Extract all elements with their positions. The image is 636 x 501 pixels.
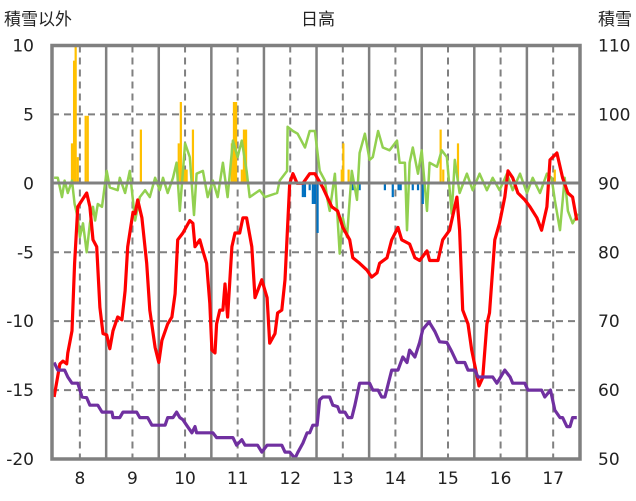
series-line-purple: [52, 320, 577, 460]
y-tick-right: 70: [598, 312, 620, 332]
bar-negative: [421, 183, 424, 205]
x-tick: 12: [279, 469, 301, 489]
bar-positive: [74, 45, 77, 184]
bar-negative: [399, 183, 402, 191]
x-tick: 10: [174, 469, 196, 489]
x-tick: 11: [227, 469, 249, 489]
y-axis-left: 10 5 0 -5 -10 -15 -20: [6, 37, 34, 471]
bar-positive: [177, 143, 180, 184]
x-tick: 17: [542, 469, 564, 489]
y-tick-right: 90: [598, 174, 620, 194]
y-tick-right: 60: [598, 381, 620, 401]
x-axis: 8 9 10 11 12 13 14 15 16 17: [74, 469, 564, 489]
bar-positive: [86, 115, 89, 184]
bar-positive: [76, 157, 79, 184]
bar-positive: [244, 129, 248, 184]
plot-border: [50, 43, 582, 461]
x-tick: 15: [437, 469, 459, 489]
bar-negative: [383, 183, 386, 191]
bar-negative: [313, 183, 317, 205]
bar-positive: [456, 143, 460, 184]
right-axis-label: 積雪: [598, 10, 632, 30]
bar-negative: [311, 183, 314, 205]
series-line-red: [52, 151, 579, 398]
y-tick-left: -15: [6, 381, 34, 401]
x-tick: 13: [332, 469, 354, 489]
bar-positive: [70, 143, 74, 184]
bar-negative: [391, 183, 394, 198]
bar-positive: [72, 60, 76, 184]
bar-negative: [397, 183, 400, 191]
y-tick-right: 100: [598, 105, 630, 125]
bar-positive: [84, 115, 87, 184]
bar-positive: [191, 129, 195, 184]
bar-positive: [234, 102, 238, 184]
bar-positive: [342, 143, 345, 184]
y-tick-left: -5: [17, 243, 34, 263]
y-tick-left: 0: [23, 174, 34, 194]
bars: [70, 45, 556, 233]
left-axis-label: 積雪以外: [4, 10, 72, 30]
y-tick-right: 110: [598, 37, 630, 57]
bar-negative: [416, 183, 420, 191]
bar-positive: [240, 169, 243, 184]
y-tick-left: -20: [6, 450, 34, 470]
bar-negative: [411, 183, 414, 191]
bar-positive: [442, 169, 445, 184]
bar-positive: [553, 169, 556, 184]
grid: [52, 45, 580, 459]
y-tick-left: 5: [23, 105, 34, 125]
bar-negative: [316, 183, 319, 233]
bar-positive: [183, 169, 187, 184]
bar-positive: [185, 169, 188, 184]
bar-negative: [308, 183, 311, 191]
bar-positive: [347, 169, 350, 184]
y-tick-left: -10: [6, 312, 34, 332]
y-tick-right: 80: [598, 243, 620, 263]
y-tick-left: 10: [12, 37, 34, 57]
bar-positive: [340, 169, 343, 184]
x-tick: 9: [127, 469, 138, 489]
bar-positive: [139, 129, 142, 184]
bar-negative: [301, 183, 304, 198]
x-tick: 8: [74, 469, 85, 489]
bar-negative: [303, 183, 307, 198]
bar-negative: [358, 183, 361, 191]
x-tick: 16: [490, 469, 512, 489]
y-axis-right: 110 100 90 80 70 60 50: [598, 37, 630, 471]
x-tick: 14: [385, 469, 407, 489]
y-tick-right: 50: [598, 450, 620, 470]
bar-negative: [351, 183, 354, 191]
bar-positive: [179, 102, 182, 184]
chart-title: 日高: [301, 10, 335, 30]
